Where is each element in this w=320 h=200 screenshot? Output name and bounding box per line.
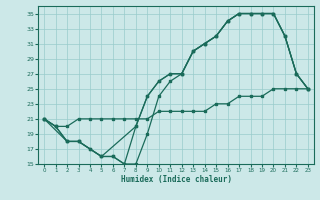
X-axis label: Humidex (Indice chaleur): Humidex (Indice chaleur) <box>121 175 231 184</box>
